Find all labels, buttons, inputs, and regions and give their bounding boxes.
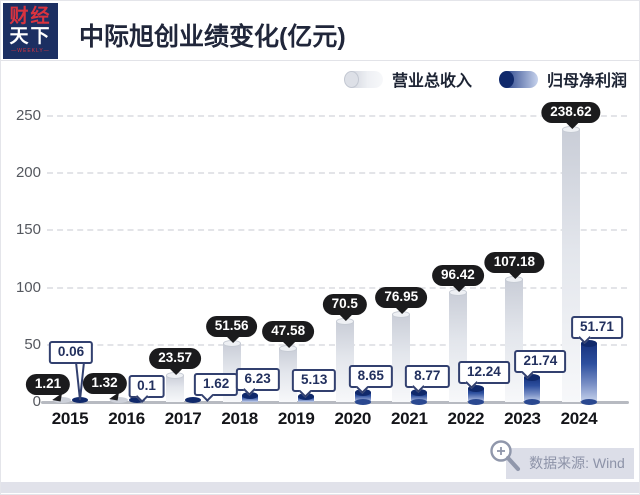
chart-legend: 营业总收入 归母净利润 <box>343 67 627 91</box>
profit-bar-bottom-cap <box>411 398 428 405</box>
profit-value-box-2024: 51.71 <box>571 315 623 339</box>
profit-bar-2022 <box>467 384 484 405</box>
cylinder-cap <box>343 70 359 88</box>
profit-bar-2021 <box>411 388 428 405</box>
profit-bar-cap <box>467 384 484 392</box>
caijing-tianxia-logo: 财经 天下 —WEEKLY— <box>3 3 58 59</box>
x-axis-label-2016: 2016 <box>108 409 145 428</box>
revenue-bar-2017 <box>166 372 185 402</box>
logo-line2: 天下 <box>9 26 52 48</box>
y-axis-label-250: 250 <box>15 107 41 124</box>
profit-bar-cap <box>524 374 541 382</box>
y-axis-label-100: 100 <box>15 278 41 296</box>
profit-bar-cap <box>580 339 597 347</box>
profit-bar-2017 <box>185 397 202 403</box>
title-unit: (亿元) <box>279 23 346 51</box>
gridline-100 <box>47 286 627 289</box>
profit-value-box-2022: 12.24 <box>457 360 510 384</box>
x-axis-line <box>41 401 629 404</box>
title-main: 中际旭创业绩变化 <box>79 23 280 51</box>
gridline-250 <box>47 115 627 117</box>
revenue-value-bubble-2021: 76.95 <box>375 286 428 314</box>
revenue-bar-2022 <box>448 288 467 402</box>
revenue-value-bubble-2019: 47.58 <box>262 320 315 348</box>
x-axis-label-2021: 2021 <box>390 409 428 428</box>
revenue-cylinder-icon <box>343 70 383 88</box>
profit-value-box-2021: 8.77 <box>405 364 450 388</box>
profit-bar-2023 <box>524 374 541 405</box>
logo-weekly-text: —WEEKLY— <box>11 48 50 55</box>
y-axis-label-150: 150 <box>15 221 41 239</box>
profit-bar-bottom-cap <box>354 398 371 405</box>
profit-bar-2020 <box>354 389 371 405</box>
x-axis-label-2017: 2017 <box>164 409 202 428</box>
revenue-bar-2020 <box>335 318 354 402</box>
x-axis-label-2023: 2023 <box>504 409 541 428</box>
revenue-value-bubble-2022: 96.42 <box>431 264 484 292</box>
legend-item-profit: 归母净利润 <box>498 67 627 91</box>
profit-value-box-2023: 21.74 <box>514 350 567 374</box>
logo-line1: 财经 <box>9 6 52 28</box>
profit-value-box-2019: 5.13 <box>292 369 337 393</box>
revenue-bar-2021 <box>392 310 411 402</box>
data-source-badge: 数据来源: Wind <box>506 448 634 479</box>
profit-bar-bottom-cap <box>524 398 541 405</box>
x-axis-label-2022: 2022 <box>447 409 485 428</box>
legend-label-profit: 归母净利润 <box>546 73 627 90</box>
revenue-value-bubble-2016: 1.32 <box>82 373 127 395</box>
legend-item-revenue: 营业总收入 <box>343 67 472 91</box>
gridline-150 <box>47 229 627 232</box>
profit-value-box-2017: 1.62 <box>193 373 239 397</box>
x-axis-label-2019: 2019 <box>277 409 315 428</box>
profit-value-box-2015: 0.06 <box>48 341 94 364</box>
revenue-value-bubble-2018: 51.56 <box>205 316 258 343</box>
magnifier-plus-icon <box>490 440 521 472</box>
profit-value-box-2018: 6.23 <box>235 367 280 391</box>
profit-bar-2016 <box>128 397 145 403</box>
x-axis-label-2020: 2020 <box>334 409 372 428</box>
y-axis-label-50: 50 <box>24 335 41 353</box>
revenue-value-bubble-2024: 238.62 <box>541 102 601 130</box>
y-axis-label-200: 200 <box>15 164 41 182</box>
bottom-band <box>1 482 639 493</box>
revenue-value-bubble-2015: 1.21 <box>25 373 71 395</box>
legend-label-revenue: 营业总收入 <box>391 73 472 90</box>
profit-bar-bottom-cap <box>467 398 484 405</box>
revenue-bar-2016 <box>109 397 128 403</box>
x-axis-label-2018: 2018 <box>221 409 258 428</box>
page-title: 中际旭创业绩变化(亿元) <box>79 17 346 53</box>
header-divider <box>1 60 639 61</box>
y-axis-label-0: 0 <box>32 393 41 410</box>
profit-bar-2018 <box>241 391 258 402</box>
x-axis-label-2015: 2015 <box>51 409 89 428</box>
profit-value-box-2016: 0.1 <box>128 374 165 398</box>
x-axis-label-2024: 2024 <box>560 409 598 428</box>
profit-bar-cap <box>411 388 428 396</box>
profit-bar-bottom-cap <box>580 398 597 405</box>
revenue-value-bubble-2023: 107.18 <box>484 252 545 280</box>
profit-bar-2024 <box>580 339 597 405</box>
revenue-value-bubble-2017: 23.57 <box>149 348 201 376</box>
profit-value-box-2020: 8.65 <box>348 365 393 389</box>
revenue-value-bubble-2020: 70.5 <box>322 294 367 322</box>
profit-cylinder-icon <box>498 70 538 88</box>
gridline-200 <box>47 172 627 175</box>
cylinder-cap <box>498 70 514 88</box>
